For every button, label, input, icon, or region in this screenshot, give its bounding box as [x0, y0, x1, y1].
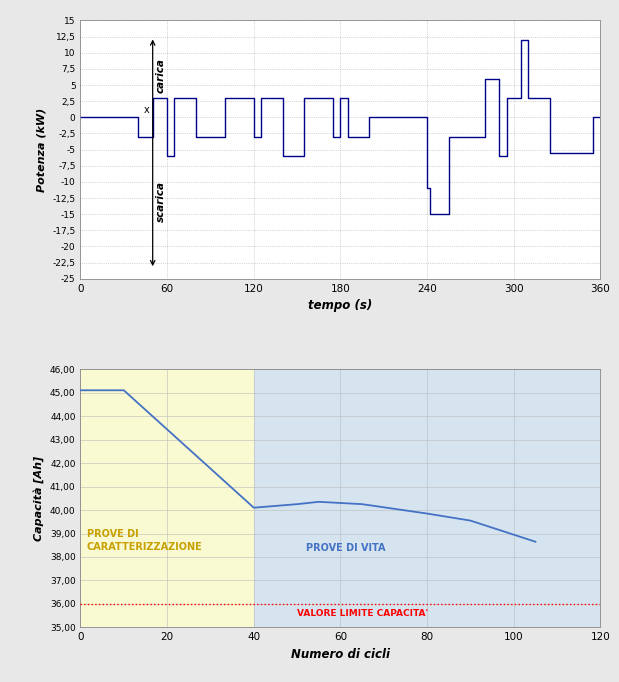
- Text: PROVE DI
CARATTERIZZAZIONE: PROVE DI CARATTERIZZAZIONE: [87, 529, 202, 552]
- Text: carica: carica: [155, 58, 165, 93]
- X-axis label: tempo (s): tempo (s): [308, 299, 373, 312]
- Text: x: x: [144, 106, 149, 115]
- Bar: [254, 369, 600, 627]
- Text: PROVE DI VITA: PROVE DI VITA: [306, 543, 385, 552]
- Y-axis label: Capacità [Ah]: Capacità [Ah]: [33, 456, 45, 541]
- Text: scarica: scarica: [155, 181, 165, 222]
- X-axis label: Numero di cicli: Numero di cicli: [291, 648, 390, 661]
- Bar: [80, 369, 254, 627]
- Text: VALORE LIMITE CAPACITA': VALORE LIMITE CAPACITA': [297, 609, 428, 618]
- Y-axis label: Potenza (kW): Potenza (kW): [37, 108, 47, 192]
